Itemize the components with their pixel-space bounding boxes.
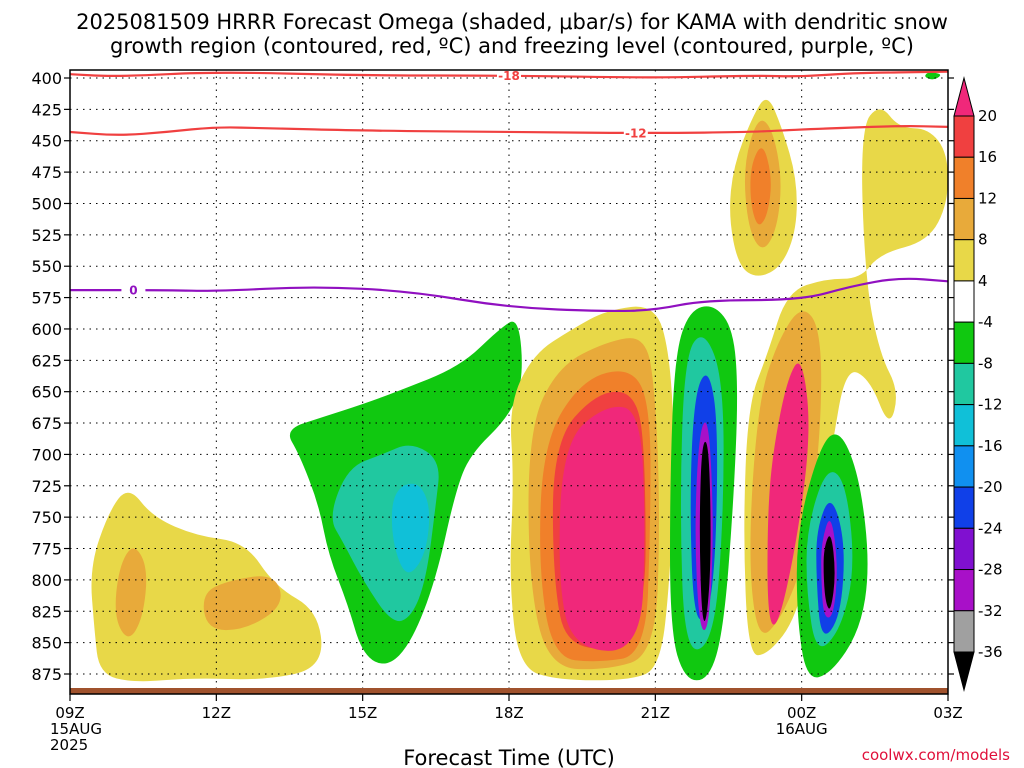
y-tick-label: 725 bbox=[31, 477, 62, 496]
y-tick-label: 425 bbox=[31, 100, 62, 119]
colorbar-legend: 20 16 12 8 4 -4 -8 -12 -16 -20 -24 -28 -32 -36 bbox=[953, 76, 1003, 692]
omega-region-0 bbox=[91, 492, 322, 682]
y-tick-label: 750 bbox=[31, 508, 62, 527]
colorbar-swatch bbox=[953, 445, 975, 488]
x-tick-label: 18Z bbox=[494, 704, 523, 722]
x-tick-label: 16AUG bbox=[776, 720, 828, 738]
title-line-2: growth region (contoured, red, ºC) and f… bbox=[110, 34, 914, 58]
omega-region-1 bbox=[115, 548, 147, 637]
y-tick-label: 875 bbox=[31, 665, 62, 684]
colorbar-label: -36 bbox=[978, 643, 1003, 661]
x-axis-label: Forecast Time (UTC) bbox=[403, 746, 615, 768]
y-tick-label: 550 bbox=[31, 257, 62, 276]
omega-region-15 bbox=[699, 441, 711, 621]
y-tick-label: 475 bbox=[31, 163, 62, 182]
contour-line-0 bbox=[69, 70, 949, 79]
x-tick-label: 03Z bbox=[933, 704, 962, 722]
contour-label: -18 bbox=[498, 69, 520, 83]
colorbar-label: -16 bbox=[978, 437, 1003, 455]
contour-label: -12 bbox=[625, 127, 647, 141]
y-tick-label: 500 bbox=[31, 194, 62, 213]
omega-region-5 bbox=[391, 483, 430, 573]
x-tick-label: 00Z bbox=[787, 704, 816, 722]
y-tick-label: 600 bbox=[31, 320, 62, 339]
x-tick-label: 09Z bbox=[55, 704, 84, 722]
colorbar-label: -8 bbox=[978, 354, 993, 372]
colorbar-swatch bbox=[953, 239, 975, 282]
colorbar-swatch bbox=[953, 404, 975, 447]
chart-title: 2025081509 HRRR Forecast Omega (shaded, … bbox=[76, 10, 948, 58]
x-tick-label: 15AUG bbox=[50, 720, 102, 738]
contour-line-2 bbox=[70, 277, 949, 313]
pressure-axis: 400 425 450 475 500 525 550 575 600 625 650 675 700 7… bbox=[31, 69, 954, 684]
y-tick-label: 400 bbox=[31, 69, 62, 88]
credit-link[interactable]: coolwx.com/models bbox=[862, 746, 1010, 764]
colorbar-label: -4 bbox=[978, 313, 993, 331]
colorbar-bottom-triangle bbox=[953, 651, 975, 692]
y-tick-label: 625 bbox=[31, 351, 62, 370]
colorbar-top-triangle bbox=[953, 76, 975, 117]
contour-label: 0 bbox=[129, 284, 137, 298]
x-tick-label: 15Z bbox=[348, 704, 377, 722]
colorbar-swatch bbox=[953, 362, 975, 406]
y-tick-label: 675 bbox=[31, 414, 62, 433]
colorbar-swatch bbox=[953, 321, 975, 364]
contour-line-1 bbox=[69, 125, 949, 136]
colorbar-label: -20 bbox=[978, 478, 1003, 496]
colorbar-label: 8 bbox=[978, 231, 988, 249]
y-tick-label: 700 bbox=[31, 445, 62, 464]
contour-label-bg bbox=[497, 68, 521, 82]
y-tick-label: 575 bbox=[31, 289, 62, 308]
omega-region-10 bbox=[559, 406, 645, 651]
colorbar-label: -32 bbox=[978, 602, 1003, 620]
plot-grid bbox=[70, 70, 948, 694]
ground-surface-bar bbox=[70, 688, 948, 694]
omega-region-18 bbox=[767, 363, 809, 625]
omega-region-23 bbox=[823, 536, 835, 609]
colorbar-swatch bbox=[953, 527, 975, 571]
colorbar-label: -12 bbox=[978, 396, 1003, 414]
colorbar-label: 4 bbox=[978, 272, 988, 290]
x-tick-label: 12Z bbox=[202, 704, 231, 722]
omega-region-26 bbox=[750, 148, 771, 225]
omega-region-27 bbox=[925, 72, 941, 80]
contour-label-bg bbox=[121, 283, 146, 297]
colorbar-swatch bbox=[953, 486, 975, 529]
title-line-1: 2025081509 HRRR Forecast Omega (shaded, … bbox=[76, 10, 948, 34]
x-tick-label: 21Z bbox=[641, 704, 670, 722]
temperature-contours: -18 -12 0 bbox=[69, 68, 949, 313]
y-tick-label: 800 bbox=[31, 571, 62, 590]
y-tick-label: 775 bbox=[31, 540, 62, 559]
colorbar-label: 12 bbox=[978, 189, 997, 207]
colorbar-label: 20 bbox=[978, 107, 997, 125]
colorbar-swatch bbox=[953, 610, 975, 653]
x-tick-label: 2025 bbox=[50, 736, 88, 754]
y-tick-label: 525 bbox=[31, 226, 62, 245]
y-tick-label: 450 bbox=[31, 132, 62, 151]
colorbar-label: -28 bbox=[978, 561, 1003, 579]
colorbar-label: -24 bbox=[978, 519, 1003, 537]
colorbar-swatch bbox=[953, 280, 975, 323]
y-tick-label: 850 bbox=[31, 634, 62, 653]
colorbar-swatch bbox=[953, 569, 975, 612]
contour-label-bg bbox=[623, 126, 648, 140]
colorbar-swatch bbox=[953, 197, 975, 241]
y-tick-label: 825 bbox=[31, 602, 62, 621]
colorbar-label: 16 bbox=[978, 148, 997, 166]
colorbar-swatch bbox=[953, 156, 975, 199]
colorbar-swatch bbox=[953, 115, 975, 158]
omega-region-2 bbox=[203, 576, 281, 631]
y-tick-label: 650 bbox=[31, 383, 62, 402]
omega-shaded-regions bbox=[91, 72, 948, 682]
